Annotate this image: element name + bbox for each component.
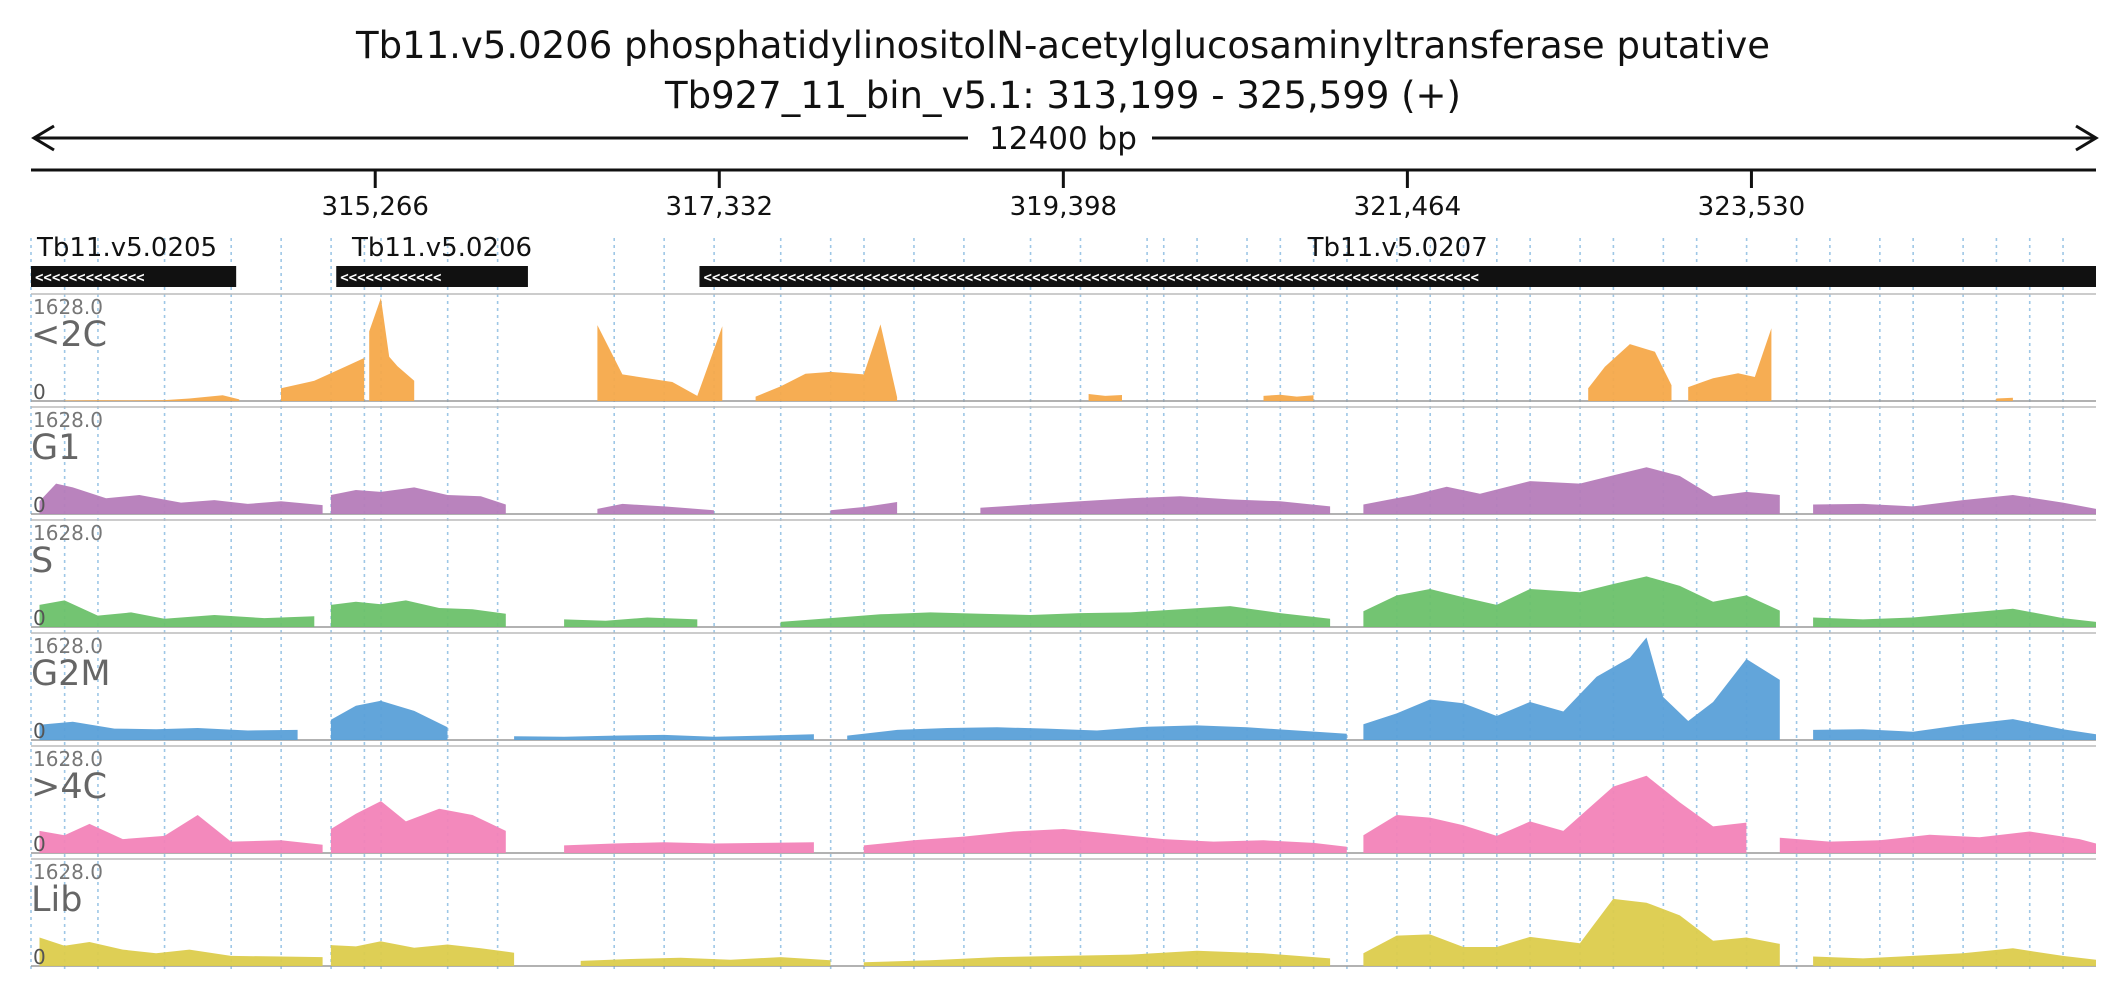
gene-track: Tb11.v5.0205 <<<<<<<<<<<<< Tb11.v5.0206 <<<… [31,233,2097,287]
chart-subtitle: Tb927_11_bin_v5.1: 313,199 - 325,599 (+) [664,74,1461,117]
coverage-area [755,324,898,401]
coverage-area [1363,467,1780,514]
track-zero-label: 0 [33,380,46,404]
coverage-area [597,325,723,401]
coverage-area [39,721,298,740]
coverage-tracks: 1628.00<2C1628.00G11628.00S1628.00G2M162… [31,293,2096,969]
coverage-area [330,801,506,853]
gene-label: Tb11.v5.0206 [351,233,532,263]
track-max-label: 1628.0 [33,747,103,771]
coverage-area [564,842,814,853]
track-max-label: 1628.0 [33,521,103,545]
track-max-label: 1628.0 [33,408,103,432]
track-max-label: 1628.0 [33,295,103,319]
span-arrow-left-head [31,124,55,152]
coverage-area [330,941,515,966]
coverage-track: 1628.0 0 >4C [31,745,2096,856]
coverage-track: 1628.0 0 G1 [31,406,2096,517]
coverage-area [597,503,714,514]
coverage-area [39,815,323,853]
coverage-area [64,395,240,401]
coverage-area [39,937,323,966]
coverage-area [330,487,506,514]
coverage-area [980,496,1331,514]
coverage-area [830,502,898,514]
track-zero-label: 0 [33,493,46,517]
x-tick-label: 317,332 [666,192,774,222]
coverage-area [847,725,1347,740]
coverage-track: 1628.0 0 G2M [31,632,2096,743]
gene-feature [699,266,2097,287]
coverage-area [1363,898,1780,966]
gene-strand-arrows: <<<<<<<<<<<< [340,270,441,286]
track-max-label: 1628.0 [33,860,103,884]
x-tick-label: 319,398 [1010,192,1118,222]
coverage-area [1996,397,2013,401]
x-axis-ticks: 315,266 317,332 319,398 321,464 323,530 [321,170,1805,222]
coverage-area [1813,495,2096,514]
coverage-area [1263,394,1314,401]
track-zero-label: 0 [33,606,46,630]
coverage-area [514,734,814,740]
coverage-area [1813,948,2096,966]
coverage-track: 1628.0 0 S [31,519,2096,630]
coverage-area [1813,719,2096,740]
coverage-area [1363,637,1780,740]
coverage-area [1779,831,2096,853]
track-max-label: 1628.0 [33,634,103,658]
gene-strand-arrows: <<<<<<<<<<<<< [35,270,145,286]
coverage-area [780,606,1331,627]
coverage-area [863,950,1331,966]
span-ruler: 12400 bp [31,121,2099,157]
x-tick-label: 315,266 [321,192,429,222]
track-zero-label: 0 [33,945,46,969]
coverage-area [1588,344,1672,401]
gene-label: Tb11.v5.0205 [36,233,217,263]
coverage-track: 1628.0 0 Lib [31,858,2096,969]
gene-feature [31,266,237,287]
track-name: <2C [31,315,107,355]
track-name: G2M [31,654,111,694]
coverage-area [1813,608,2096,627]
track-name: >4C [31,767,107,807]
chart-title: Tb11.v5.0206 phosphatidylinositolN-acety… [355,24,1770,67]
gene-label: Tb11.v5.0207 [1307,233,1488,263]
coverage-area [1088,394,1122,401]
coverage-area [330,700,448,740]
coverage-area [1688,328,1772,401]
track-name: G1 [31,428,80,468]
x-tick-label: 323,530 [1698,192,1806,222]
gene-feature [336,266,528,287]
coverage-area [39,600,315,627]
coverage-track: 1628.0 0 <2C [31,293,2096,404]
coverage-area [580,957,831,966]
coverage-area [330,600,506,627]
gene-strand-arrows: <<<<<<<<<<<<<<<<<<<<<<<<<<<<<<<<<<<<<<<<… [703,270,1478,286]
track-zero-label: 0 [33,719,46,743]
coverage-area [39,483,323,514]
coverage-area [863,829,1347,853]
x-tick-label: 321,464 [1354,192,1462,222]
span-label: 12400 bp [989,121,1137,157]
coverage-area [1363,576,1780,627]
coverage-area [369,298,415,401]
track-name: S [31,541,53,581]
coverage-area [564,617,698,627]
coverage-area [1363,775,1747,853]
coverage-area [281,358,365,401]
track-zero-label: 0 [33,832,46,856]
span-arrow-right-head [2075,124,2099,152]
track-name: Lib [31,880,82,920]
